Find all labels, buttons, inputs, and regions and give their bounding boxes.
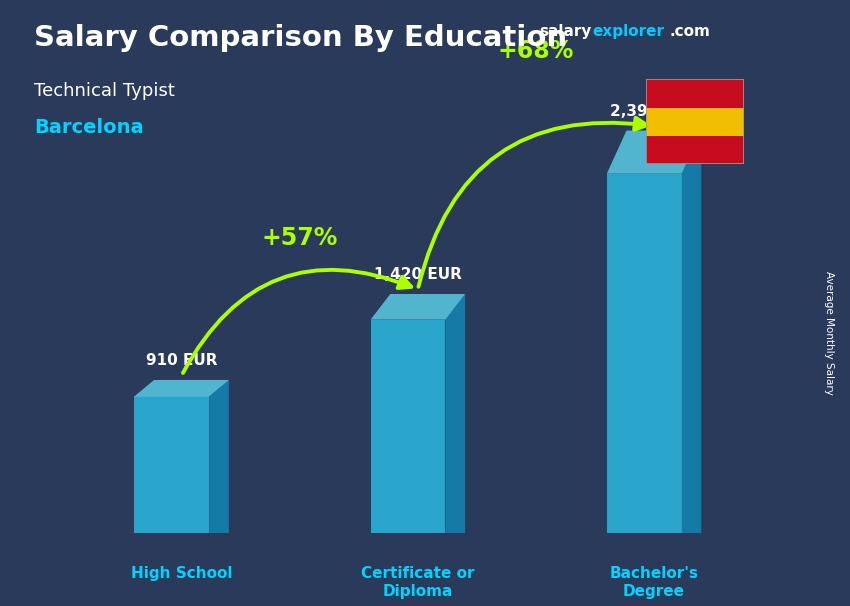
Polygon shape	[371, 294, 465, 319]
Polygon shape	[607, 174, 682, 533]
Polygon shape	[607, 130, 701, 174]
Text: +57%: +57%	[262, 226, 338, 250]
Text: salary: salary	[540, 24, 592, 39]
Text: 1,420 EUR: 1,420 EUR	[374, 267, 462, 282]
Polygon shape	[134, 380, 229, 396]
Polygon shape	[371, 319, 445, 533]
Text: +68%: +68%	[498, 39, 574, 64]
Text: Average Monthly Salary: Average Monthly Salary	[824, 271, 834, 395]
Polygon shape	[682, 130, 701, 533]
Polygon shape	[134, 396, 209, 533]
Polygon shape	[445, 294, 465, 533]
Text: Salary Comparison By Education: Salary Comparison By Education	[34, 24, 567, 52]
Bar	[646, 79, 744, 108]
Bar	[646, 136, 744, 164]
Polygon shape	[209, 380, 229, 533]
Text: Bachelor's
Degree: Bachelor's Degree	[609, 567, 699, 599]
Text: 910 EUR: 910 EUR	[146, 353, 218, 368]
Text: High School: High School	[131, 567, 232, 581]
Text: Barcelona: Barcelona	[34, 118, 144, 137]
Text: Technical Typist: Technical Typist	[34, 82, 175, 100]
Text: explorer: explorer	[592, 24, 665, 39]
Text: .com: .com	[670, 24, 711, 39]
Bar	[646, 108, 744, 136]
Text: Certificate or
Diploma: Certificate or Diploma	[361, 567, 474, 599]
Text: 2,390 EUR: 2,390 EUR	[610, 104, 698, 119]
